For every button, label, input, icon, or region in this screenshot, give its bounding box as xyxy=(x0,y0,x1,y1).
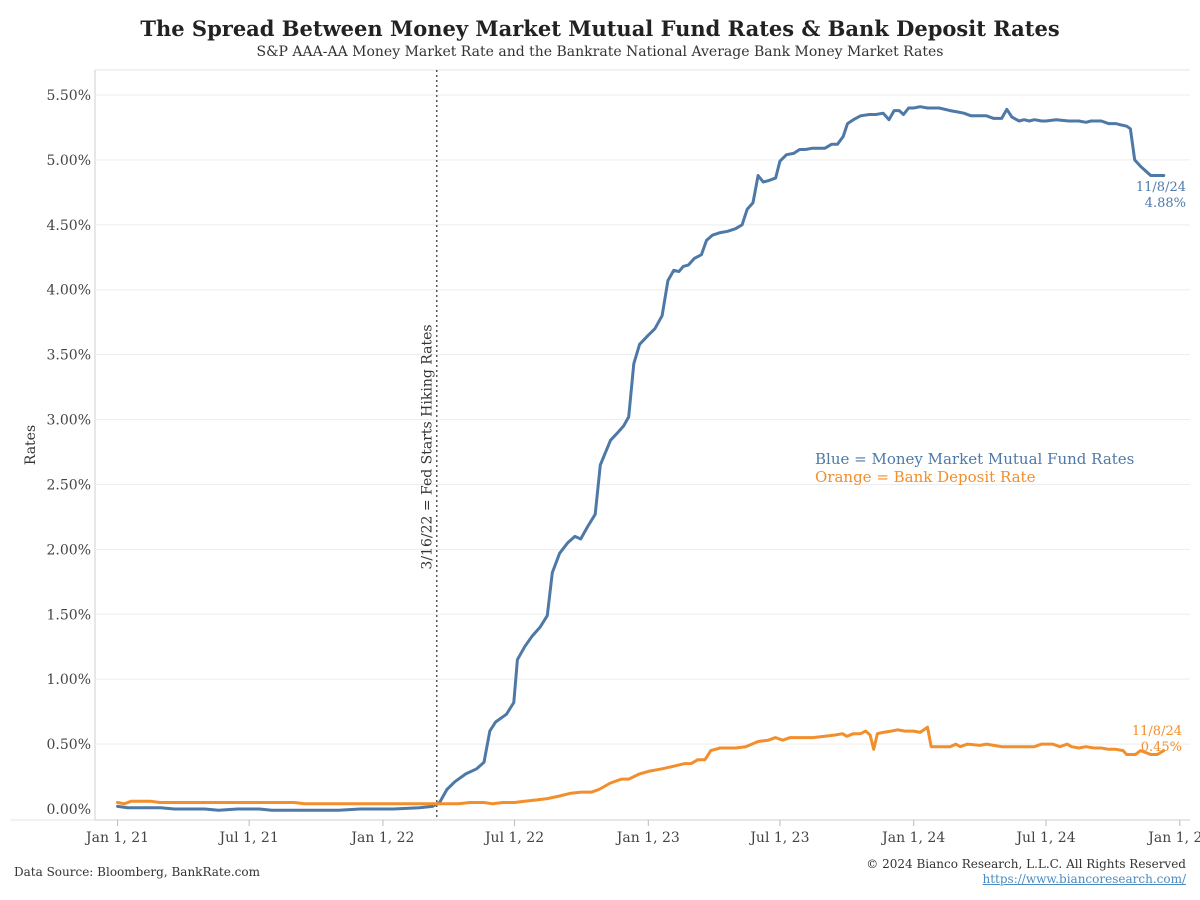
y-tick-label: 5.50% xyxy=(47,88,91,104)
y-tick-label: 0.50% xyxy=(47,737,91,753)
y-tick-label: 3.00% xyxy=(47,413,91,429)
chart-subtitle: S&P AAA-AA Money Market Rate and the Ban… xyxy=(256,44,944,60)
legend: Blue = Money Market Mutual Fund Rates Or… xyxy=(815,450,1134,486)
y-axis-label: Rates xyxy=(23,424,39,466)
y-tick-label: 2.50% xyxy=(47,477,91,493)
end-label-date: 11/8/24 xyxy=(1135,180,1186,195)
end-label-value: 4.88% xyxy=(1144,196,1186,211)
end-label-value: 0.45% xyxy=(1140,740,1182,755)
series-line-bank-deposit xyxy=(116,725,1166,806)
y-tick-label: 0.00% xyxy=(47,802,91,818)
copyright-block: © 2024 Bianco Research, L.L.C. All Right… xyxy=(866,857,1186,887)
y-tick-label: 2.00% xyxy=(47,542,91,558)
y-tick-label: 1.50% xyxy=(47,607,91,623)
x-tick-label: Jul 1, 21 xyxy=(218,830,279,846)
y-tick-label: 4.50% xyxy=(47,218,91,234)
website-link[interactable]: https://www.biancoresearch.com/ xyxy=(982,872,1186,886)
data-source: Data Source: Bloomberg, BankRate.com xyxy=(14,865,260,879)
x-tick-label: Jan 1, 24 xyxy=(880,830,945,846)
x-tick-label: Jan 1, 25 xyxy=(1146,830,1200,846)
end-label-bank-deposit: 11/8/24 0.45% xyxy=(1100,724,1182,756)
x-tick-label: Jul 1, 23 xyxy=(748,830,809,846)
x-tick-label: Jul 1, 24 xyxy=(1014,830,1075,846)
copyright: © 2024 Bianco Research, L.L.C. All Right… xyxy=(866,857,1186,871)
x-tick-label: Jan 1, 21 xyxy=(84,830,149,846)
y-tick-label: 1.00% xyxy=(47,672,91,688)
x-tick-label: Jan 1, 22 xyxy=(349,830,414,846)
legend-entry-orange: Orange = Bank Deposit Rate xyxy=(815,468,1036,486)
y-tick-label: 5.00% xyxy=(47,153,91,169)
end-label-date: 11/8/24 xyxy=(1131,724,1182,739)
x-tick-label: Jan 1, 23 xyxy=(615,830,680,846)
x-tick-label: Jul 1, 22 xyxy=(483,830,544,846)
y-axis-label-wrap: Rates xyxy=(16,425,46,465)
y-tick-label: 4.00% xyxy=(47,283,91,299)
fed-hike-annotation: 3/16/22 = Fed Starts Hiking Rates xyxy=(420,324,436,569)
end-label-money-market: 11/8/24 4.88% xyxy=(1110,180,1186,212)
legend-entry-blue: Blue = Money Market Mutual Fund Rates xyxy=(815,450,1135,468)
series-line-money-market xyxy=(116,105,1166,812)
chart-title: The Spread Between Money Market Mutual F… xyxy=(140,16,1060,41)
y-tick-label: 3.50% xyxy=(47,348,91,364)
